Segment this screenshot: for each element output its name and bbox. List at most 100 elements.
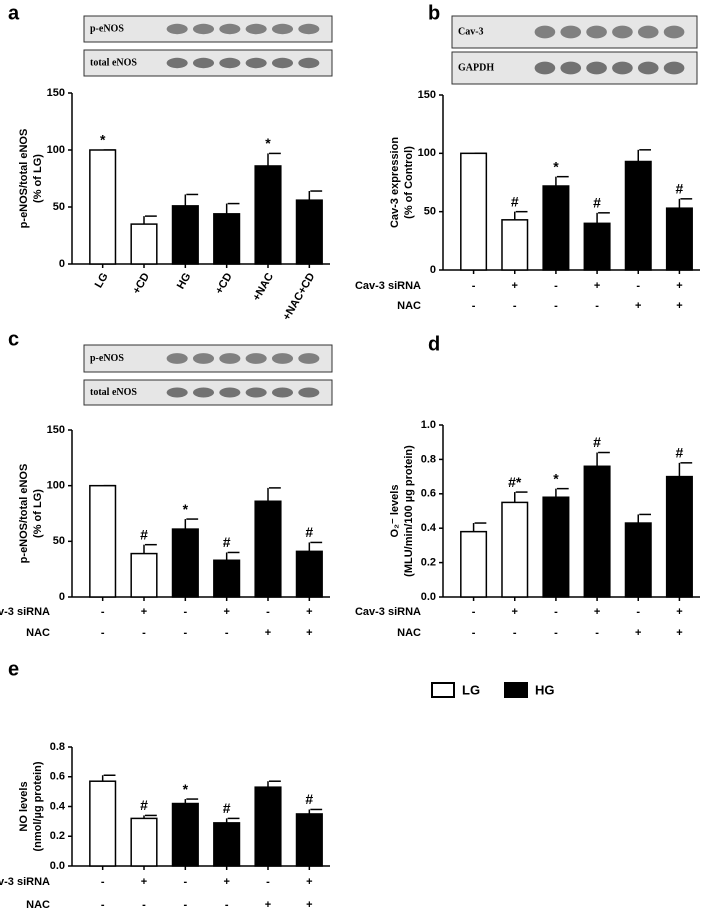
y-tick-label: 50 [53, 201, 65, 213]
row-sign: + [512, 606, 518, 618]
blot-band [637, 61, 659, 75]
row-sign: - [225, 899, 229, 911]
annotation: * [553, 470, 559, 486]
x-tick-label: +NAC+CD [281, 271, 318, 323]
bar [254, 786, 282, 867]
row-sign: - [101, 899, 105, 911]
row-sign: - [266, 876, 270, 888]
blot-band [166, 387, 188, 398]
row-sign: + [594, 606, 600, 618]
panel-letter: b [428, 2, 440, 24]
bar [665, 475, 693, 598]
row-sign: - [101, 876, 105, 888]
bar [460, 530, 488, 598]
annotation: # [140, 526, 148, 542]
row-sign: + [676, 300, 682, 312]
row-label: NAC [397, 627, 421, 639]
row-sign: + [306, 899, 312, 911]
blot-band [245, 23, 267, 35]
y-tick-label: 0 [59, 591, 65, 603]
blot-label: p-eNOS [90, 353, 124, 364]
row-sign: + [306, 606, 312, 618]
blot-band [245, 353, 267, 364]
bar [171, 802, 199, 867]
blot-band [271, 23, 294, 35]
blot-band [219, 353, 241, 364]
blot-band [192, 353, 215, 364]
row-sign: - [183, 899, 187, 911]
blot-label: Cav-3 [458, 26, 484, 37]
blot-label: GAPDH [458, 62, 494, 73]
annotation: * [265, 135, 271, 151]
y-tick-label: 150 [47, 87, 65, 99]
row-sign: - [554, 627, 558, 639]
row-sign: - [225, 627, 229, 639]
row-sign: + [676, 280, 682, 292]
row-label: NAC [26, 899, 50, 911]
annotation: # [305, 791, 313, 807]
row-sign: - [101, 627, 105, 639]
blot-band [192, 23, 215, 35]
y-tick-label: 50 [424, 206, 436, 218]
row-sign: + [306, 627, 312, 639]
bar [624, 522, 652, 598]
row-sign: - [554, 280, 558, 292]
legend-label: LG [462, 682, 480, 697]
y-axis-label: (% of LG) [32, 154, 44, 203]
blot-label: total eNOS [90, 57, 137, 68]
blot-band [560, 61, 582, 75]
blot-band [612, 25, 633, 39]
bar [542, 185, 570, 271]
panel-letter: e [8, 658, 19, 680]
annotation: # [223, 800, 231, 816]
row-sign: + [635, 627, 641, 639]
row-sign: + [265, 627, 271, 639]
annotation: # [676, 445, 684, 461]
annotation: # [593, 195, 601, 211]
y-axis-label: NO levels [18, 781, 30, 831]
x-tick-label: HG [175, 271, 194, 291]
blot-band [637, 25, 659, 39]
row-sign: - [472, 627, 476, 639]
y-axis-label: (nmol/µg protein) [32, 761, 44, 851]
row-sign: + [306, 876, 312, 888]
bar [295, 813, 323, 867]
y-axis-label: (% of LG) [32, 489, 44, 538]
annotation: * [183, 781, 189, 797]
bar [213, 822, 241, 867]
blot-band [166, 353, 188, 364]
blot-band [219, 57, 241, 69]
annotation: * [183, 501, 189, 517]
blot-label: total eNOS [90, 387, 137, 398]
x-tick-label: +CD [213, 271, 235, 296]
bar [130, 552, 158, 598]
y-axis-label: O₂⁻ levels [389, 485, 401, 538]
blot-band [560, 25, 582, 39]
blot-band [271, 353, 294, 364]
y-tick-label: 0.2 [50, 830, 65, 842]
y-tick-label: 0.8 [50, 741, 65, 753]
y-tick-label: 1.0 [421, 419, 436, 431]
annotation: # [305, 524, 313, 540]
y-axis-label: p-eNOS/total eNOS [18, 129, 30, 229]
blot-band [586, 61, 607, 75]
blot-band [166, 57, 188, 69]
bar [130, 817, 158, 867]
row-label: NAC [397, 300, 421, 312]
row-sign: + [223, 606, 229, 618]
y-tick-label: 0 [430, 264, 436, 276]
blot-band [245, 387, 267, 398]
blot-band [219, 387, 241, 398]
blot-band [219, 23, 241, 35]
y-tick-label: 0.6 [421, 488, 436, 500]
blot-band [298, 57, 320, 69]
panel-letter: a [8, 2, 20, 24]
annotation: # [223, 534, 231, 550]
blot-label: p-eNOS [90, 23, 124, 34]
blot-band [586, 25, 607, 39]
row-label: Cav-3 siRNA [0, 606, 50, 618]
y-tick-label: 50 [53, 535, 65, 547]
blot-band [534, 61, 556, 75]
panel-letter: c [8, 328, 19, 350]
